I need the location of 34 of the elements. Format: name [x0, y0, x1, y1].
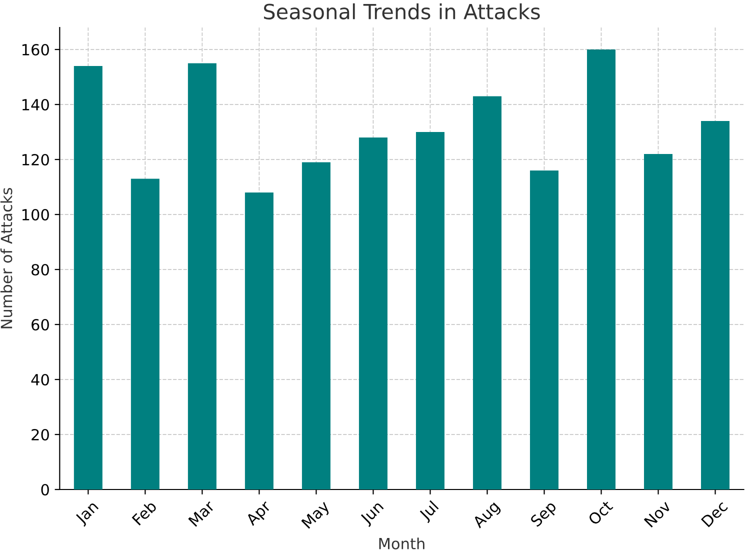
x-tick-label: Jul: [418, 500, 441, 524]
y-tick-label: 80: [32, 264, 49, 276]
bar: [188, 63, 216, 490]
x-tick-label: Dec: [700, 500, 728, 528]
x-tick-label: Sep: [530, 500, 560, 530]
bar: [358, 138, 388, 490]
y-tick-label: 120: [22, 154, 49, 166]
bar: [302, 162, 330, 490]
x-tick-label: Mar: [188, 500, 216, 527]
bar: [701, 121, 730, 490]
y-tick-label: 160: [22, 44, 49, 56]
x-tick-label: Nov: [644, 500, 672, 528]
bar: [74, 66, 102, 490]
y-axis-title: Number of Attacks: [0, 188, 12, 328]
bar: [644, 154, 673, 490]
x-axis-title: Month: [379, 538, 424, 550]
x-tick-label: Apr: [245, 500, 274, 528]
y-tick-label: 100: [22, 208, 49, 221]
bar: [472, 96, 502, 490]
bar: [586, 50, 616, 490]
x-tick-label: Jan: [74, 500, 101, 527]
y-tick-label: 40: [31, 374, 49, 386]
bar: [530, 170, 558, 490]
y-tick-label: 20: [32, 428, 49, 441]
bar: [244, 192, 274, 490]
y-tick-label: 60: [32, 318, 49, 331]
bar: [130, 178, 160, 490]
y-tick-label: 140: [22, 98, 49, 111]
x-tick-label: Jun: [359, 500, 386, 528]
y-tick-label: 0: [41, 484, 49, 496]
chart-title: Seasonal Trends in Attacks: [264, 3, 540, 20]
x-tick-label: Oct: [587, 500, 614, 526]
bar: [416, 132, 444, 490]
x-tick-label: Feb: [131, 500, 158, 526]
